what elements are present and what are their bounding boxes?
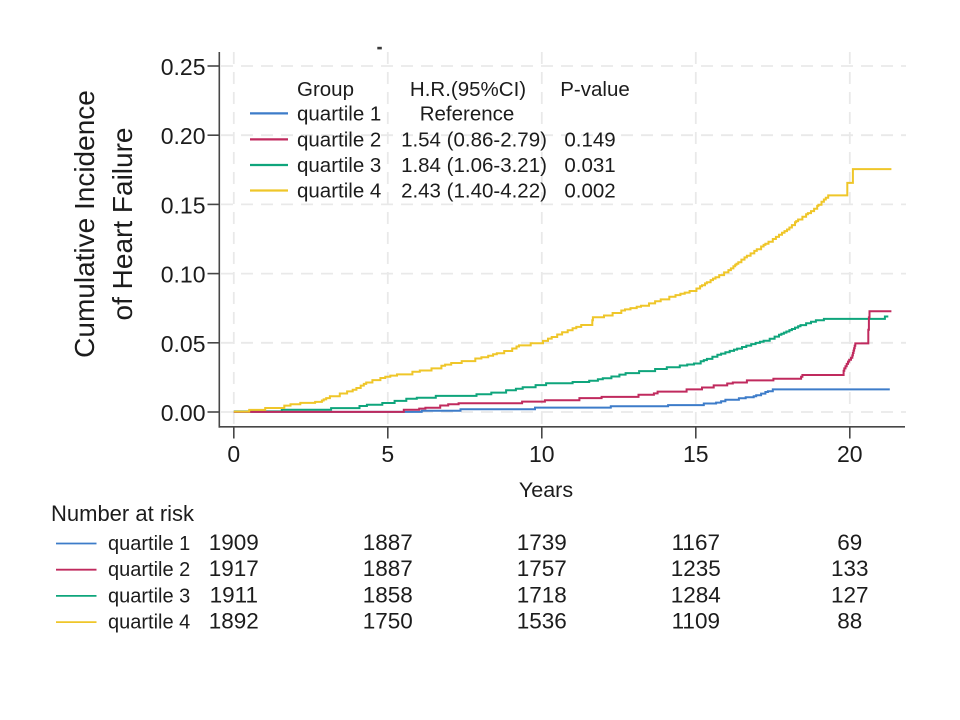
svg-text:quartile 4: quartile 4 — [297, 180, 381, 203]
svg-text:1750: 1750 — [363, 609, 413, 634]
svg-text:1.54 (0.86-2.79): 1.54 (0.86-2.79) — [401, 128, 547, 151]
svg-text:Years: Years — [519, 478, 573, 502]
svg-text:1536: 1536 — [517, 609, 567, 634]
svg-text:P-value: P-value — [560, 78, 630, 101]
svg-text:69: 69 — [837, 530, 862, 555]
svg-text:1887: 1887 — [363, 556, 413, 581]
svg-text:127: 127 — [831, 582, 869, 607]
svg-text:1109: 1109 — [672, 609, 720, 634]
svg-text:15: 15 — [683, 441, 709, 467]
svg-text:0.15: 0.15 — [161, 192, 206, 218]
svg-text:0.00: 0.00 — [161, 400, 206, 426]
svg-text:Number at risk: Number at risk — [51, 501, 195, 526]
svg-text:0: 0 — [227, 441, 240, 467]
svg-text:0.10: 0.10 — [161, 262, 206, 288]
svg-text:133: 133 — [831, 556, 869, 581]
svg-text:1858: 1858 — [363, 582, 413, 607]
svg-text:0.20: 0.20 — [161, 123, 206, 149]
svg-text:1739: 1739 — [517, 530, 567, 555]
svg-text:Reference: Reference — [420, 102, 515, 125]
svg-text:quartile 1: quartile 1 — [108, 533, 190, 555]
svg-text:10: 10 — [529, 441, 555, 467]
svg-text:1284: 1284 — [671, 582, 721, 607]
svg-text:quartile 1: quartile 1 — [297, 102, 381, 125]
svg-text:88: 88 — [837, 609, 862, 634]
svg-text:1911: 1911 — [210, 582, 258, 607]
svg-text:quartile 2: quartile 2 — [108, 559, 190, 581]
svg-text:H.R.(95%CI): H.R.(95%CI) — [410, 78, 526, 101]
svg-text:0.031: 0.031 — [564, 154, 615, 177]
svg-text:20: 20 — [837, 441, 863, 467]
svg-text:2.43 (1.40-4.22): 2.43 (1.40-4.22) — [401, 180, 547, 203]
svg-text:1167: 1167 — [672, 530, 720, 555]
svg-text:0.149: 0.149 — [564, 128, 615, 151]
svg-text:1892: 1892 — [209, 609, 259, 634]
svg-text:Cumulative Incidence: Cumulative Incidence — [69, 90, 100, 358]
svg-text:quartile 4: quartile 4 — [108, 612, 190, 634]
svg-text:0.05: 0.05 — [161, 331, 206, 357]
svg-text:1909: 1909 — [209, 530, 259, 555]
svg-text:quartile 2: quartile 2 — [297, 128, 381, 151]
svg-text:0.25: 0.25 — [161, 54, 206, 80]
svg-text:1887: 1887 — [363, 530, 413, 555]
svg-text:1235: 1235 — [671, 556, 721, 581]
svg-text:quartile 3: quartile 3 — [297, 154, 381, 177]
svg-text:of Heart Failure: of Heart Failure — [107, 128, 138, 321]
svg-text:0.002: 0.002 — [564, 180, 615, 203]
svg-text:Group: Group — [297, 78, 354, 101]
svg-text:quartile 3: quartile 3 — [108, 585, 190, 607]
svg-text:1757: 1757 — [517, 556, 567, 581]
svg-text:1917: 1917 — [209, 556, 259, 581]
svg-text:5: 5 — [381, 441, 394, 467]
svg-text:1.84 (1.06-3.21): 1.84 (1.06-3.21) — [401, 154, 547, 177]
svg-text:1718: 1718 — [517, 582, 567, 607]
